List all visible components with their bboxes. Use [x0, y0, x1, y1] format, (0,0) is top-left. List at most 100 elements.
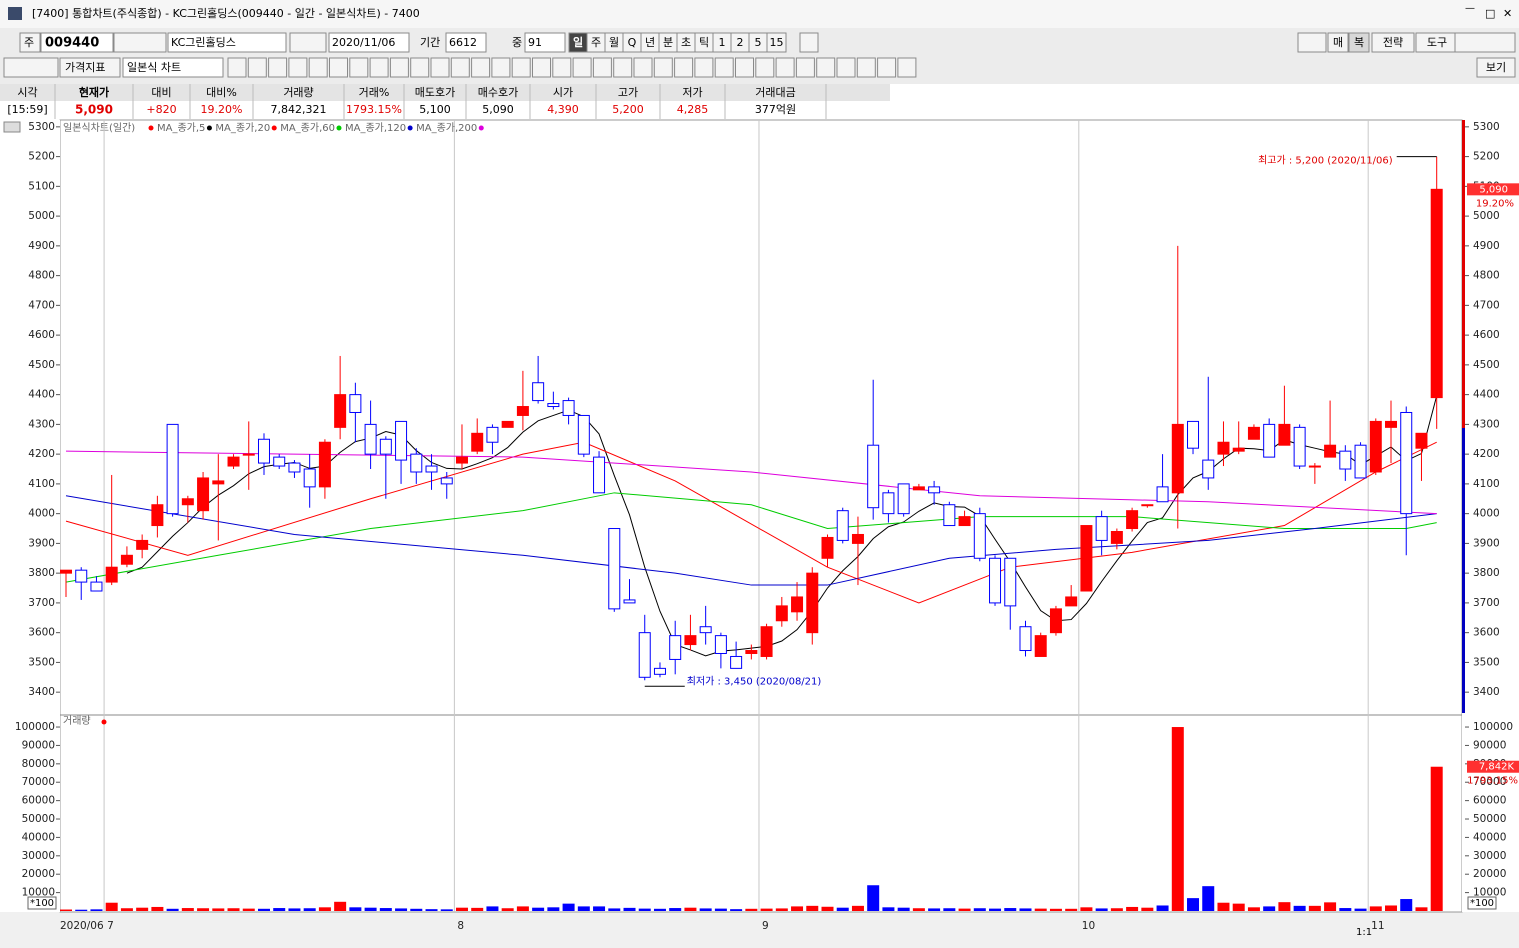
nav-buttons[interactable] — [289, 32, 327, 53]
draw-tool[interactable] — [369, 57, 389, 78]
draw-tool[interactable] — [795, 57, 815, 78]
draw-tool[interactable] — [714, 57, 734, 78]
name-input[interactable] — [167, 32, 287, 53]
maximize[interactable]: □ — [1485, 7, 1495, 20]
draw-tool[interactable] — [430, 57, 450, 78]
quote-value: 377억원 — [755, 103, 796, 116]
volume-bar — [821, 906, 834, 911]
draw-tool[interactable] — [572, 57, 592, 78]
draw-tool[interactable] — [836, 57, 856, 78]
y-tick-label: 3500 — [28, 656, 55, 668]
volume-tick-label: 20000 — [22, 868, 55, 880]
draw-tool[interactable] — [511, 57, 531, 78]
candle-body — [684, 635, 697, 646]
draw-tool[interactable] — [816, 57, 836, 78]
last-volume: 7,842K — [1479, 762, 1515, 773]
quote-value: 4,390 — [547, 103, 579, 116]
candle-body — [1080, 525, 1093, 592]
draw-tool[interactable] — [329, 57, 348, 78]
volume-bar — [532, 907, 545, 911]
indicator-button[interactable] — [59, 57, 121, 78]
draw-tool[interactable] — [897, 57, 917, 78]
draw-tool[interactable] — [592, 57, 612, 78]
draw-tool[interactable] — [633, 57, 653, 78]
draw-tool[interactable] — [613, 57, 633, 78]
scroll-bar[interactable] — [0, 932, 1519, 948]
cloud-button[interactable] — [1297, 32, 1327, 53]
draw-tool[interactable] — [227, 57, 247, 78]
count-input[interactable] — [524, 32, 566, 53]
draw-tool[interactable] — [288, 57, 308, 78]
y2-tick-label: 4400 — [1473, 389, 1500, 401]
date-input[interactable] — [328, 32, 410, 53]
draw-tool[interactable] — [471, 57, 491, 78]
volume-tick-label: 10000 — [22, 887, 55, 899]
candle-body — [181, 498, 194, 506]
draw-tool[interactable] — [775, 57, 795, 78]
chart-kind-select[interactable] — [122, 57, 224, 78]
candle-body — [364, 423, 377, 455]
draw-tool[interactable] — [755, 57, 775, 78]
volume-tick-label: 80000 — [22, 758, 55, 770]
view: 보기 — [1486, 61, 1506, 74]
y-tick-label: 4200 — [28, 448, 55, 460]
x-tick-label: 10 — [1082, 920, 1095, 932]
volume-bar — [151, 906, 164, 911]
y-tick-label: 5000 — [28, 210, 55, 222]
draw-tool[interactable] — [450, 57, 470, 78]
candle-body — [897, 483, 910, 515]
candle-body — [486, 426, 499, 443]
volume-bar — [257, 908, 270, 911]
volume-bar — [791, 906, 804, 911]
arrow-buttons[interactable] — [3, 57, 59, 78]
minimize[interactable]: — — [1465, 3, 1475, 14]
y-tick-label: 4400 — [28, 389, 55, 401]
y-tick-label: 5200 — [28, 151, 55, 163]
right-button[interactable] — [1348, 32, 1370, 53]
prefix-button[interactable] — [19, 32, 41, 53]
y-tick-label: 4500 — [28, 359, 55, 371]
draw-tool[interactable] — [735, 57, 754, 78]
draw-tool[interactable] — [491, 57, 511, 78]
volume-bar — [1095, 908, 1108, 911]
candle-body — [775, 605, 788, 622]
volume-bar — [653, 908, 666, 911]
tool-icons[interactable] — [1454, 32, 1516, 53]
draw-tool[interactable] — [552, 57, 572, 78]
draw-tool[interactable] — [410, 57, 430, 78]
draw-tool[interactable] — [694, 57, 714, 78]
draw-tool[interactable] — [674, 57, 694, 78]
period-input[interactable] — [445, 32, 487, 53]
close[interactable]: ✕ — [1503, 7, 1512, 20]
interval-extra[interactable] — [799, 32, 819, 53]
candle-body — [105, 566, 118, 583]
draw-tool[interactable] — [532, 57, 551, 78]
draw-tool[interactable] — [389, 57, 409, 78]
draw-tool[interactable] — [856, 57, 876, 78]
period: 6612 — [449, 36, 477, 49]
volume-bar — [973, 908, 986, 911]
draw-tool[interactable] — [349, 57, 369, 78]
code-input[interactable] — [40, 32, 114, 53]
zoom-label[interactable]: 1:1 — [1356, 927, 1372, 938]
candle-body — [1156, 486, 1169, 503]
candle-body — [90, 581, 103, 592]
right-button[interactable] — [1371, 32, 1415, 53]
right-button[interactable] — [1327, 32, 1349, 53]
volume-bar — [851, 905, 864, 911]
volume-bar — [669, 908, 682, 911]
search-buttons[interactable] — [113, 32, 167, 53]
interval-button[interactable] — [766, 32, 787, 53]
view-button[interactable] — [1476, 57, 1516, 78]
volume-bar — [1080, 907, 1093, 911]
draw-tool[interactable] — [877, 57, 897, 78]
quote-header: 저가 — [682, 86, 702, 99]
candle-body — [851, 533, 864, 544]
draw-tool[interactable] — [268, 57, 288, 78]
panel-toggle[interactable] — [3, 121, 21, 133]
draw-tool[interactable] — [308, 57, 328, 78]
draw-tool[interactable] — [653, 57, 673, 78]
volume-tick-label: 40000 — [22, 831, 55, 843]
draw-tool[interactable] — [247, 57, 267, 78]
candle-body — [958, 516, 971, 527]
